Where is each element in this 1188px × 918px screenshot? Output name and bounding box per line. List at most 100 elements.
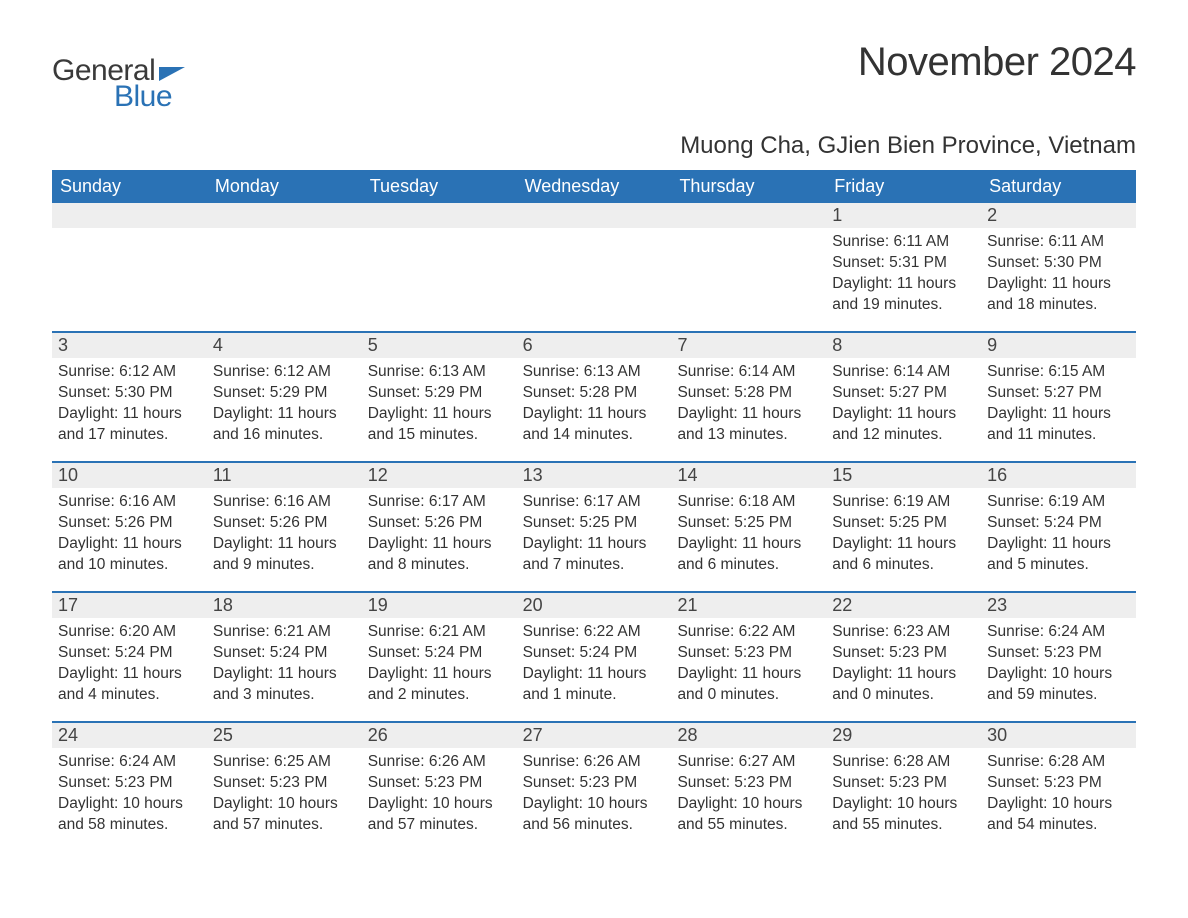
day-cell: 30Sunrise: 6:28 AMSunset: 5:23 PMDayligh… — [981, 723, 1136, 851]
daylight-text: Daylight: 11 hours and 13 minutes. — [677, 404, 820, 446]
sunset-text: Sunset: 5:31 PM — [832, 253, 975, 274]
sunrise-text: Sunrise: 6:26 AM — [368, 752, 511, 773]
daylight-text: Daylight: 11 hours and 6 minutes. — [677, 534, 820, 576]
day-cell: 8Sunrise: 6:14 AMSunset: 5:27 PMDaylight… — [826, 333, 981, 461]
sunrise-text: Sunrise: 6:17 AM — [368, 492, 511, 513]
sunset-text: Sunset: 5:25 PM — [832, 513, 975, 534]
day-number: 12 — [362, 463, 517, 488]
day-body: Sunrise: 6:13 AMSunset: 5:28 PMDaylight:… — [517, 358, 672, 452]
logo-text-blue: Blue — [114, 80, 172, 114]
day-body: Sunrise: 6:26 AMSunset: 5:23 PMDaylight:… — [517, 748, 672, 842]
day-cell: 7Sunrise: 6:14 AMSunset: 5:28 PMDaylight… — [671, 333, 826, 461]
sunrise-text: Sunrise: 6:19 AM — [987, 492, 1130, 513]
day-number: 22 — [826, 593, 981, 618]
day-number: . — [207, 203, 362, 228]
day-body: Sunrise: 6:13 AMSunset: 5:29 PMDaylight:… — [362, 358, 517, 452]
day-cell: 22Sunrise: 6:23 AMSunset: 5:23 PMDayligh… — [826, 593, 981, 721]
day-body: Sunrise: 6:27 AMSunset: 5:23 PMDaylight:… — [671, 748, 826, 842]
day-number: 2 — [981, 203, 1136, 228]
sunrise-text: Sunrise: 6:13 AM — [368, 362, 511, 383]
daylight-text: Daylight: 11 hours and 0 minutes. — [832, 664, 975, 706]
day-body: Sunrise: 6:22 AMSunset: 5:23 PMDaylight:… — [671, 618, 826, 712]
weekday-header-cell: Tuesday — [362, 170, 517, 203]
day-body — [671, 228, 826, 238]
daylight-text: Daylight: 11 hours and 10 minutes. — [58, 534, 201, 576]
day-number: 30 — [981, 723, 1136, 748]
sunset-text: Sunset: 5:23 PM — [832, 773, 975, 794]
sunrise-text: Sunrise: 6:14 AM — [832, 362, 975, 383]
day-body: Sunrise: 6:19 AMSunset: 5:24 PMDaylight:… — [981, 488, 1136, 582]
weekday-header-cell: Monday — [207, 170, 362, 203]
day-number: 4 — [207, 333, 362, 358]
day-number: . — [671, 203, 826, 228]
sunrise-text: Sunrise: 6:11 AM — [832, 232, 975, 253]
calendar: SundayMondayTuesdayWednesdayThursdayFrid… — [52, 170, 1136, 851]
day-number: 27 — [517, 723, 672, 748]
week-row: 3Sunrise: 6:12 AMSunset: 5:30 PMDaylight… — [52, 331, 1136, 461]
day-cell: 21Sunrise: 6:22 AMSunset: 5:23 PMDayligh… — [671, 593, 826, 721]
sunset-text: Sunset: 5:24 PM — [58, 643, 201, 664]
sunrise-text: Sunrise: 6:12 AM — [58, 362, 201, 383]
sunset-text: Sunset: 5:23 PM — [523, 773, 666, 794]
sunrise-text: Sunrise: 6:21 AM — [213, 622, 356, 643]
daylight-text: Daylight: 10 hours and 55 minutes. — [677, 794, 820, 836]
daylight-text: Daylight: 11 hours and 4 minutes. — [58, 664, 201, 706]
sunset-text: Sunset: 5:28 PM — [523, 383, 666, 404]
day-cell: 2Sunrise: 6:11 AMSunset: 5:30 PMDaylight… — [981, 203, 1136, 331]
day-number: 9 — [981, 333, 1136, 358]
day-number: 28 — [671, 723, 826, 748]
day-body: Sunrise: 6:21 AMSunset: 5:24 PMDaylight:… — [362, 618, 517, 712]
sunrise-text: Sunrise: 6:17 AM — [523, 492, 666, 513]
day-body: Sunrise: 6:28 AMSunset: 5:23 PMDaylight:… — [826, 748, 981, 842]
day-number: 13 — [517, 463, 672, 488]
day-body: Sunrise: 6:12 AMSunset: 5:30 PMDaylight:… — [52, 358, 207, 452]
daylight-text: Daylight: 10 hours and 59 minutes. — [987, 664, 1130, 706]
daylight-text: Daylight: 11 hours and 0 minutes. — [677, 664, 820, 706]
weekday-header-cell: Thursday — [671, 170, 826, 203]
day-body: Sunrise: 6:18 AMSunset: 5:25 PMDaylight:… — [671, 488, 826, 582]
week-row: 17Sunrise: 6:20 AMSunset: 5:24 PMDayligh… — [52, 591, 1136, 721]
daylight-text: Daylight: 11 hours and 2 minutes. — [368, 664, 511, 706]
sunset-text: Sunset: 5:23 PM — [677, 643, 820, 664]
day-cell: 23Sunrise: 6:24 AMSunset: 5:23 PMDayligh… — [981, 593, 1136, 721]
day-body: Sunrise: 6:26 AMSunset: 5:23 PMDaylight:… — [362, 748, 517, 842]
daylight-text: Daylight: 11 hours and 11 minutes. — [987, 404, 1130, 446]
sunset-text: Sunset: 5:25 PM — [677, 513, 820, 534]
day-body: Sunrise: 6:23 AMSunset: 5:23 PMDaylight:… — [826, 618, 981, 712]
day-body: Sunrise: 6:15 AMSunset: 5:27 PMDaylight:… — [981, 358, 1136, 452]
day-number: 3 — [52, 333, 207, 358]
day-cell: 9Sunrise: 6:15 AMSunset: 5:27 PMDaylight… — [981, 333, 1136, 461]
day-number: 7 — [671, 333, 826, 358]
daylight-text: Daylight: 11 hours and 6 minutes. — [832, 534, 975, 576]
daylight-text: Daylight: 11 hours and 19 minutes. — [832, 274, 975, 316]
day-number: 21 — [671, 593, 826, 618]
day-body — [207, 228, 362, 238]
day-number: 1 — [826, 203, 981, 228]
day-cell: 4Sunrise: 6:12 AMSunset: 5:29 PMDaylight… — [207, 333, 362, 461]
day-cell: 29Sunrise: 6:28 AMSunset: 5:23 PMDayligh… — [826, 723, 981, 851]
day-body — [517, 228, 672, 238]
sunset-text: Sunset: 5:23 PM — [677, 773, 820, 794]
day-cell: 26Sunrise: 6:26 AMSunset: 5:23 PMDayligh… — [362, 723, 517, 851]
day-cell: . — [207, 203, 362, 331]
day-cell: 11Sunrise: 6:16 AMSunset: 5:26 PMDayligh… — [207, 463, 362, 591]
sunrise-text: Sunrise: 6:28 AM — [987, 752, 1130, 773]
day-body: Sunrise: 6:21 AMSunset: 5:24 PMDaylight:… — [207, 618, 362, 712]
day-cell: 24Sunrise: 6:24 AMSunset: 5:23 PMDayligh… — [52, 723, 207, 851]
sunrise-text: Sunrise: 6:23 AM — [832, 622, 975, 643]
day-cell: 6Sunrise: 6:13 AMSunset: 5:28 PMDaylight… — [517, 333, 672, 461]
day-cell: . — [52, 203, 207, 331]
day-cell: 19Sunrise: 6:21 AMSunset: 5:24 PMDayligh… — [362, 593, 517, 721]
weekday-header-cell: Saturday — [981, 170, 1136, 203]
sunset-text: Sunset: 5:24 PM — [368, 643, 511, 664]
daylight-text: Daylight: 11 hours and 16 minutes. — [213, 404, 356, 446]
sunrise-text: Sunrise: 6:13 AM — [523, 362, 666, 383]
daylight-text: Daylight: 10 hours and 57 minutes. — [213, 794, 356, 836]
sunset-text: Sunset: 5:29 PM — [368, 383, 511, 404]
sunrise-text: Sunrise: 6:14 AM — [677, 362, 820, 383]
day-number: . — [362, 203, 517, 228]
month-title: November 2024 — [858, 40, 1136, 85]
sunrise-text: Sunrise: 6:22 AM — [523, 622, 666, 643]
day-number: 11 — [207, 463, 362, 488]
day-body: Sunrise: 6:24 AMSunset: 5:23 PMDaylight:… — [981, 618, 1136, 712]
